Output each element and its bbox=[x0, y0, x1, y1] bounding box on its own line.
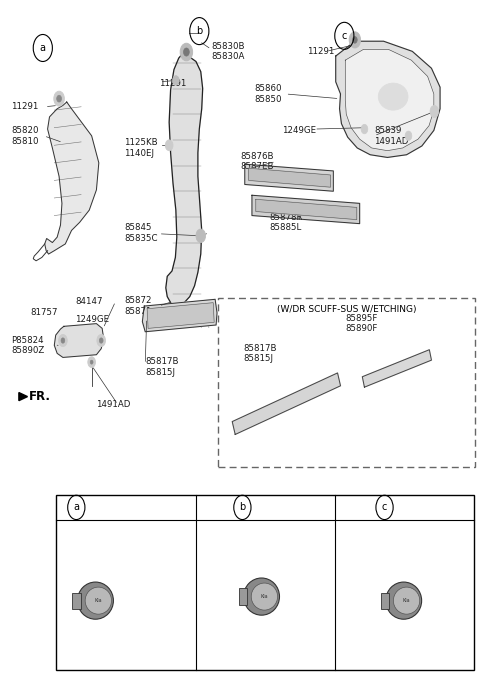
Ellipse shape bbox=[386, 582, 421, 619]
Text: 11291: 11291 bbox=[158, 79, 186, 87]
Text: 1491AD: 1491AD bbox=[96, 400, 131, 409]
Text: 85817B
85815J: 85817B 85815J bbox=[244, 344, 277, 363]
Text: 85848R
85832: 85848R 85832 bbox=[373, 546, 407, 566]
Text: c: c bbox=[342, 31, 347, 41]
Polygon shape bbox=[362, 350, 432, 387]
Ellipse shape bbox=[378, 83, 408, 110]
Polygon shape bbox=[336, 41, 440, 158]
Text: 85878R
85885L: 85878R 85885L bbox=[270, 213, 303, 232]
Polygon shape bbox=[143, 299, 217, 332]
Ellipse shape bbox=[394, 587, 420, 614]
Text: 1249GE: 1249GE bbox=[282, 126, 316, 135]
Polygon shape bbox=[249, 169, 330, 187]
Text: b: b bbox=[196, 26, 203, 36]
Text: P85824
85890Z: P85824 85890Z bbox=[11, 336, 45, 355]
Text: Kia: Kia bbox=[95, 598, 102, 603]
Text: 11291: 11291 bbox=[11, 102, 38, 111]
Text: 85895F
85890F: 85895F 85890F bbox=[345, 314, 378, 333]
Circle shape bbox=[61, 338, 65, 343]
Bar bbox=[239, 588, 247, 605]
Text: a: a bbox=[73, 502, 79, 512]
Text: 11291: 11291 bbox=[307, 47, 335, 56]
Circle shape bbox=[90, 360, 93, 364]
Polygon shape bbox=[252, 195, 360, 223]
Ellipse shape bbox=[85, 587, 111, 614]
Text: 1125KB
1140EJ: 1125KB 1140EJ bbox=[124, 138, 158, 158]
Circle shape bbox=[196, 229, 205, 242]
Circle shape bbox=[430, 106, 439, 118]
Text: 85872
85871: 85872 85871 bbox=[124, 297, 152, 315]
Text: 85839
1491AD: 85839 1491AD bbox=[374, 126, 408, 146]
Text: 85820
85810: 85820 85810 bbox=[11, 126, 39, 146]
Polygon shape bbox=[345, 49, 434, 151]
Circle shape bbox=[165, 140, 173, 151]
Polygon shape bbox=[19, 393, 27, 401]
Circle shape bbox=[54, 91, 64, 106]
Polygon shape bbox=[245, 165, 333, 191]
Text: 85876B
8587EB: 85876B 8587EB bbox=[240, 152, 274, 171]
Text: 85845
85835C: 85845 85835C bbox=[124, 223, 157, 243]
Circle shape bbox=[88, 357, 96, 368]
Text: (W/DR SCUFF-SUS W/ETCHING): (W/DR SCUFF-SUS W/ETCHING) bbox=[277, 305, 416, 313]
Text: c: c bbox=[382, 502, 387, 512]
Text: 84147: 84147 bbox=[75, 297, 102, 306]
Ellipse shape bbox=[77, 582, 113, 619]
Text: 85817B
85815J: 85817B 85815J bbox=[145, 357, 179, 376]
Ellipse shape bbox=[251, 583, 277, 610]
Text: 85815R
85815L: 85815R 85815L bbox=[72, 546, 105, 566]
Circle shape bbox=[97, 334, 106, 347]
Polygon shape bbox=[54, 324, 104, 357]
Text: Kia: Kia bbox=[403, 598, 410, 603]
Text: FR.: FR. bbox=[28, 390, 50, 403]
Polygon shape bbox=[166, 55, 203, 306]
Bar bbox=[381, 592, 389, 609]
Circle shape bbox=[57, 95, 61, 102]
Circle shape bbox=[361, 125, 368, 134]
Circle shape bbox=[99, 338, 103, 343]
Circle shape bbox=[59, 334, 67, 347]
Polygon shape bbox=[147, 303, 214, 328]
Circle shape bbox=[183, 48, 189, 56]
Ellipse shape bbox=[243, 578, 279, 615]
Bar bbox=[218, 298, 475, 467]
Circle shape bbox=[352, 37, 357, 43]
Text: 81757: 81757 bbox=[30, 308, 58, 318]
Bar bbox=[56, 496, 474, 670]
Text: Kia: Kia bbox=[261, 594, 268, 599]
Circle shape bbox=[172, 76, 179, 85]
Circle shape bbox=[180, 43, 192, 61]
Polygon shape bbox=[256, 199, 357, 219]
Text: b: b bbox=[239, 502, 245, 512]
Bar bbox=[72, 592, 81, 609]
Text: 97269H: 97269H bbox=[235, 547, 269, 556]
Polygon shape bbox=[232, 373, 340, 435]
Polygon shape bbox=[45, 102, 99, 254]
Circle shape bbox=[405, 131, 412, 141]
Circle shape bbox=[349, 32, 360, 48]
Text: 1249GE: 1249GE bbox=[75, 315, 109, 324]
Text: a: a bbox=[40, 43, 46, 53]
Text: 85830B
85830A: 85830B 85830A bbox=[211, 42, 245, 61]
Text: 85860
85850: 85860 85850 bbox=[254, 84, 282, 104]
